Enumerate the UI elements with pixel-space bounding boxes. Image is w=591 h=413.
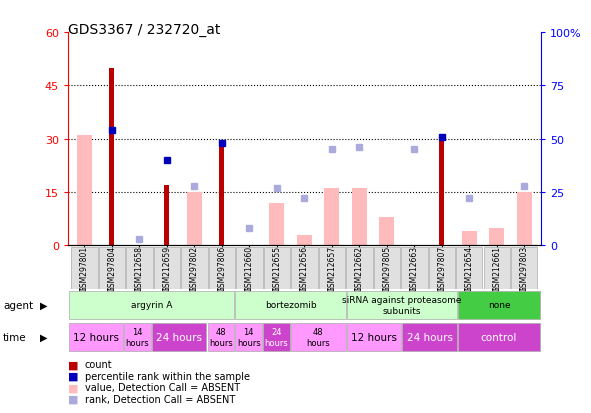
FancyBboxPatch shape — [209, 248, 235, 289]
Text: 14
hours: 14 hours — [237, 328, 261, 347]
Text: GSM297806: GSM297806 — [217, 245, 226, 292]
Text: rank, Detection Call = ABSENT: rank, Detection Call = ABSENT — [85, 394, 235, 404]
Text: GSM212661: GSM212661 — [492, 245, 501, 292]
Bar — [379, 217, 394, 246]
FancyBboxPatch shape — [264, 248, 290, 289]
Text: GSM297802: GSM297802 — [190, 245, 199, 292]
Text: ▶: ▶ — [40, 332, 48, 342]
Text: count: count — [85, 359, 112, 369]
Text: 12 hours: 12 hours — [351, 332, 397, 342]
Bar — [352, 189, 367, 246]
Text: GSM212662: GSM212662 — [355, 245, 364, 292]
FancyBboxPatch shape — [402, 323, 457, 351]
FancyBboxPatch shape — [235, 323, 262, 351]
FancyBboxPatch shape — [291, 248, 317, 289]
FancyBboxPatch shape — [291, 323, 346, 351]
Bar — [439, 136, 444, 246]
Text: percentile rank within the sample: percentile rank within the sample — [85, 371, 249, 381]
Text: control: control — [481, 332, 517, 342]
Text: none: none — [488, 301, 511, 310]
FancyBboxPatch shape — [428, 248, 455, 289]
Text: GSM297804: GSM297804 — [108, 245, 116, 292]
FancyBboxPatch shape — [483, 248, 510, 289]
FancyBboxPatch shape — [72, 248, 98, 289]
Text: argyrin A: argyrin A — [131, 301, 172, 310]
FancyBboxPatch shape — [456, 248, 482, 289]
FancyBboxPatch shape — [374, 248, 400, 289]
Text: 14
hours: 14 hours — [126, 328, 150, 347]
Text: 48
hours: 48 hours — [209, 328, 233, 347]
FancyBboxPatch shape — [99, 248, 125, 289]
FancyBboxPatch shape — [207, 323, 234, 351]
Text: GSM297805: GSM297805 — [382, 245, 391, 292]
Bar — [517, 192, 532, 246]
Text: 24 hours: 24 hours — [407, 332, 453, 342]
Bar — [219, 143, 225, 246]
FancyBboxPatch shape — [401, 248, 427, 289]
FancyBboxPatch shape — [124, 323, 151, 351]
Bar — [187, 192, 202, 246]
FancyBboxPatch shape — [69, 291, 234, 320]
Bar — [462, 232, 477, 246]
FancyBboxPatch shape — [347, 291, 457, 320]
Text: GSM212659: GSM212659 — [163, 245, 171, 292]
FancyBboxPatch shape — [263, 323, 290, 351]
Text: ■: ■ — [68, 359, 79, 369]
Text: bortezomib: bortezomib — [265, 301, 316, 310]
Text: GSM212663: GSM212663 — [410, 245, 419, 292]
FancyBboxPatch shape — [346, 248, 372, 289]
FancyBboxPatch shape — [181, 248, 207, 289]
Bar — [77, 136, 92, 246]
Bar — [297, 235, 312, 246]
Text: GSM212656: GSM212656 — [300, 245, 309, 292]
FancyBboxPatch shape — [511, 248, 537, 289]
Text: 24
hours: 24 hours — [265, 328, 288, 347]
Text: siRNA against proteasome
subunits: siRNA against proteasome subunits — [342, 296, 462, 315]
Text: GSM212655: GSM212655 — [272, 245, 281, 292]
Text: GSM212657: GSM212657 — [327, 245, 336, 292]
Text: 48
hours: 48 hours — [306, 328, 330, 347]
Text: GSM297801: GSM297801 — [80, 245, 89, 292]
Bar — [109, 69, 115, 246]
Text: GSM212658: GSM212658 — [135, 245, 144, 292]
Bar — [164, 185, 170, 246]
Bar — [324, 189, 339, 246]
Text: ■: ■ — [68, 382, 79, 392]
FancyBboxPatch shape — [319, 248, 345, 289]
FancyBboxPatch shape — [236, 248, 262, 289]
FancyBboxPatch shape — [154, 248, 180, 289]
FancyBboxPatch shape — [458, 291, 540, 320]
Text: 24 hours: 24 hours — [156, 332, 202, 342]
Text: ▶: ▶ — [40, 300, 48, 310]
Text: ■: ■ — [68, 371, 79, 381]
Text: 12 hours: 12 hours — [73, 332, 119, 342]
FancyBboxPatch shape — [126, 248, 152, 289]
Text: agent: agent — [3, 300, 33, 310]
FancyBboxPatch shape — [347, 323, 401, 351]
Text: value, Detection Call = ABSENT: value, Detection Call = ABSENT — [85, 382, 239, 392]
Bar — [489, 228, 504, 246]
Text: ■: ■ — [68, 394, 79, 404]
FancyBboxPatch shape — [69, 323, 123, 351]
Text: GSM297803: GSM297803 — [519, 245, 529, 292]
FancyBboxPatch shape — [235, 291, 346, 320]
Bar — [269, 203, 284, 246]
FancyBboxPatch shape — [458, 323, 540, 351]
Text: time: time — [3, 332, 27, 342]
FancyBboxPatch shape — [152, 323, 206, 351]
Text: GSM297807: GSM297807 — [437, 245, 446, 292]
Text: GSM212654: GSM212654 — [465, 245, 474, 292]
Text: GSM212660: GSM212660 — [245, 245, 254, 292]
Text: GDS3367 / 232720_at: GDS3367 / 232720_at — [68, 23, 220, 37]
